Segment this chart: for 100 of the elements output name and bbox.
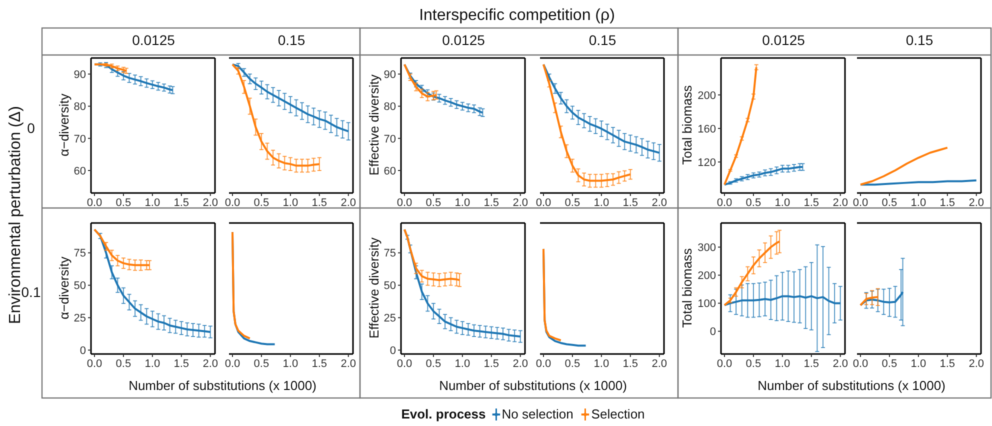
- x-tick-label: 0.5: [746, 358, 762, 370]
- y-axis-title: Total biomass: [680, 84, 695, 164]
- x-tick-label: 0.0: [224, 358, 240, 370]
- x-tick-label: 0.0: [536, 358, 552, 370]
- line-series: [403, 63, 484, 114]
- x-tick-label: 2.0: [202, 196, 218, 209]
- x-tick-label: 1.5: [622, 196, 638, 209]
- x-axis-title: Number of substitutions (x 1000): [128, 378, 316, 393]
- x-tick-label: 0.0: [224, 196, 240, 209]
- y-tick-label: 80: [384, 101, 396, 114]
- x-tick-label: 0.5: [882, 358, 898, 370]
- x-tick-label: 2.0: [340, 196, 356, 209]
- x-tick-label: 2.0: [340, 358, 356, 370]
- y-tick-label: 80: [74, 101, 86, 114]
- x-tick-label: 1.5: [312, 358, 328, 370]
- x-tick-label: 1.0: [594, 196, 610, 209]
- x-tick-label: 1.0: [774, 196, 790, 209]
- x-tick-label: 1.5: [174, 196, 190, 209]
- x-tick-label: 1.0: [454, 358, 470, 370]
- y-tick-label: 120: [698, 156, 716, 169]
- x-tick-label: 1.0: [282, 196, 298, 209]
- y-tick-label: 60: [74, 165, 86, 178]
- x-tick-label: 1.5: [622, 358, 638, 370]
- legend-label: Selection: [591, 406, 645, 422]
- y-tick-label: 70: [74, 133, 86, 146]
- x-tick-label: 0.5: [426, 196, 442, 209]
- y-tick-label: 25: [384, 312, 396, 325]
- line-series: [723, 166, 804, 186]
- x-tick-label: 1.5: [804, 358, 820, 370]
- y-tick-label: 75: [384, 248, 396, 260]
- x-tick-label: 1.5: [940, 358, 956, 370]
- x-tick-label: 1.0: [774, 358, 790, 370]
- y-tick-label: 0: [710, 326, 716, 338]
- y-tick-label: 90: [384, 68, 396, 81]
- x-tick-label: 0.5: [746, 196, 762, 209]
- x-tick-label: 0.0: [852, 196, 868, 209]
- x-tick-label: 2.0: [202, 358, 218, 370]
- chart-title: 0.15: [588, 32, 616, 48]
- x-tick-label: 1.0: [594, 358, 610, 370]
- x-tick-label: 1.0: [282, 358, 298, 370]
- x-tick-label: 0.5: [564, 196, 580, 209]
- y-axis-title: α−diversity: [56, 256, 72, 319]
- chart-title: 0.15: [906, 32, 934, 48]
- x-tick-label: 1.0: [910, 358, 926, 370]
- x-tick-label: 1.5: [484, 196, 500, 209]
- x-tick-label: 1.0: [144, 358, 160, 370]
- x-tick-label: 1.0: [910, 196, 926, 209]
- x-tick-label: 1.5: [174, 358, 190, 370]
- y-tick-label: 0: [80, 345, 86, 358]
- y-axis-title: Total biomass: [680, 248, 695, 328]
- x-tick-label: 0.0: [86, 358, 102, 370]
- line-series: [723, 66, 758, 186]
- y-tick-label: 70: [384, 133, 396, 146]
- text: 0.1: [21, 284, 41, 300]
- x-tick-label: 1.5: [484, 358, 500, 370]
- x-tick-label: 0.0: [536, 196, 552, 209]
- y-tick-label: 50: [384, 280, 396, 292]
- x-tick-label: 0.0: [852, 358, 868, 370]
- y-tick-label: 50: [74, 280, 86, 292]
- x-tick-label: 0.0: [86, 196, 102, 209]
- y-axis-title: α−diversity: [56, 93, 72, 156]
- y-tick-label: 90: [74, 68, 86, 81]
- y-tick-label: 0: [390, 345, 396, 358]
- x-tick-label: 1.5: [940, 196, 956, 209]
- y-tick-label: 160: [698, 123, 716, 136]
- x-axis-title: Number of substitutions (x 1000): [758, 378, 946, 393]
- legend-label: No selection: [502, 406, 574, 422]
- chart-title: 0.15: [278, 32, 306, 48]
- y-tick-label: 200: [698, 90, 716, 102]
- x-tick-label: 2.0: [652, 196, 668, 209]
- x-tick-label: 2.0: [652, 358, 668, 370]
- y-axis-title: Effective diversity: [366, 237, 382, 338]
- y-tick-label: 25: [74, 312, 86, 325]
- x-tick-label: 1.5: [804, 196, 820, 209]
- x-tick-label: 0.0: [716, 358, 732, 370]
- legend-title: Evol. process: [401, 406, 486, 422]
- chart-title: 0.0125: [442, 32, 485, 48]
- y-tick-label: 200: [698, 270, 716, 282]
- y-tick-label: 300: [698, 242, 716, 254]
- x-tick-label: 1.5: [312, 196, 328, 209]
- chart-title: 0.0125: [132, 32, 175, 48]
- x-tick-label: 0.5: [882, 196, 898, 209]
- line-series: [93, 228, 151, 266]
- x-tick-label: 2.0: [968, 358, 984, 370]
- text: 0: [27, 120, 35, 136]
- chart-title: 0.0125: [762, 32, 805, 48]
- x-tick-label: 0.5: [564, 358, 580, 370]
- x-tick-label: 2.0: [968, 196, 984, 209]
- y-tick-label: 100: [698, 298, 716, 310]
- x-tick-label: 0.5: [426, 358, 442, 370]
- x-tick-label: 0.0: [396, 196, 412, 209]
- x-tick-label: 0.0: [396, 358, 412, 370]
- line-series: [403, 63, 438, 98]
- x-tick-label: 1.0: [454, 196, 470, 209]
- x-axis-title: Number of substitutions (x 1000): [439, 378, 627, 393]
- x-tick-label: 0.0: [716, 196, 732, 209]
- x-tick-label: 0.5: [116, 358, 132, 370]
- x-tick-label: 2.0: [512, 196, 528, 209]
- x-tick-label: 0.5: [116, 196, 132, 209]
- x-tick-label: 1.0: [144, 196, 160, 209]
